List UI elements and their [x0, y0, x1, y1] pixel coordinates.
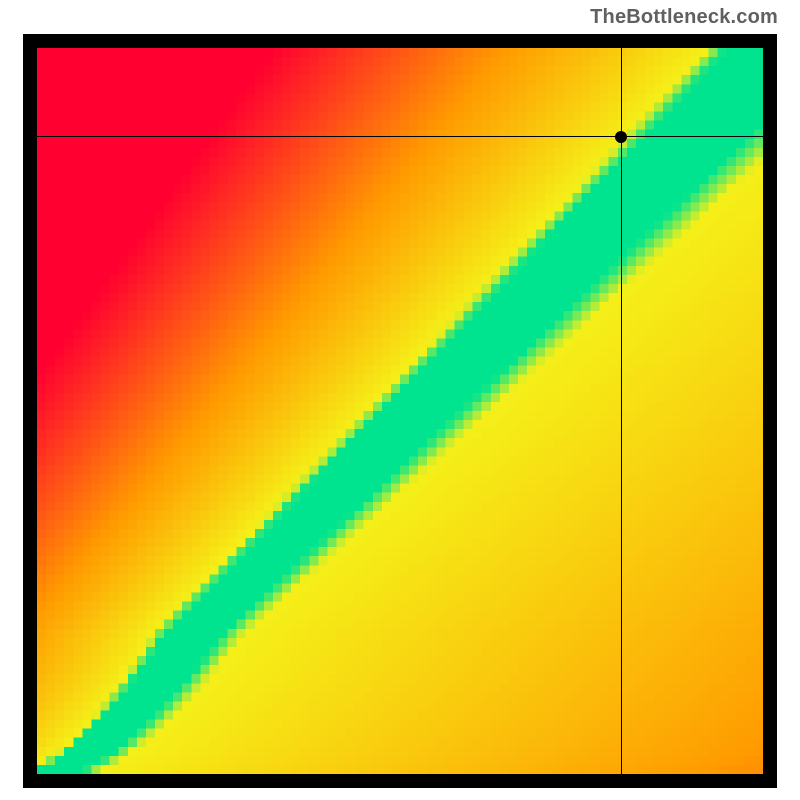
crosshair-vertical: [621, 48, 622, 774]
plot-frame: [23, 34, 777, 788]
crosshair-horizontal: [37, 136, 763, 137]
plot-inner: [37, 48, 763, 774]
attribution-text: TheBottleneck.com: [590, 6, 778, 29]
crosshair-marker: [615, 131, 627, 143]
chart-container: TheBottleneck.com: [0, 0, 800, 800]
bottleneck-heatmap: [37, 48, 763, 774]
